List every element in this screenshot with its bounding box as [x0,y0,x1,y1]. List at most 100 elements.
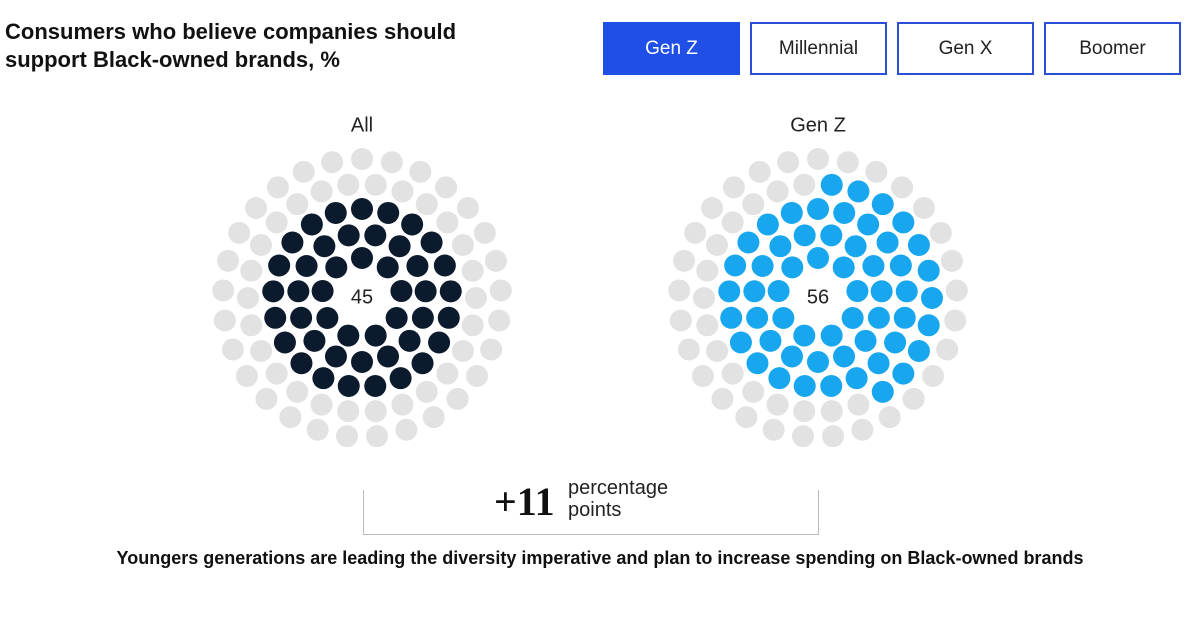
dot-empty [466,365,489,388]
dot-filled [337,224,360,247]
tab[interactable]: Millennial [750,22,887,75]
dot-filled [351,198,373,220]
dot-empty [480,338,503,361]
dot-filled [389,367,412,390]
dot-empty [415,193,438,216]
dot-empty [337,400,360,423]
dot-empty [213,309,236,332]
dot-filled [262,280,285,303]
dot-empty [279,406,302,429]
dot-filled [876,231,899,254]
dot-empty [684,221,707,244]
dot-filled [281,231,304,254]
dot-empty [891,176,914,199]
dot-empty [212,279,235,302]
dot-filled [351,247,373,269]
dot-empty [912,197,935,220]
dot-filled [756,213,779,236]
value-label: 45 [351,286,373,308]
dot-filled [337,375,360,398]
dot-empty [696,259,719,282]
dot-filled [854,329,877,352]
dot-filled [862,255,885,277]
dot-empty [240,259,263,282]
dot-filled [892,211,915,234]
dot-filled [820,173,843,196]
dot-filled [364,375,387,398]
dot-filled [892,362,915,385]
dot-empty [446,387,469,410]
dot-filled [743,280,766,303]
dot-filled [871,380,894,403]
dot-filled [268,254,291,277]
dot-filled [290,352,313,375]
dot-filled [751,255,774,277]
dot-filled [832,256,855,279]
dot-empty [484,249,507,272]
value-label: 56 [807,286,829,308]
dot-empty [245,197,268,220]
dot-filled [433,254,456,277]
dot-empty [721,362,744,385]
dot-filled [768,367,791,390]
dot-empty [793,173,816,196]
dot-empty [422,406,445,429]
dot-empty [735,406,758,429]
dot-filled [767,280,790,303]
tab[interactable]: Boomer [1044,22,1181,75]
dot-empty [286,380,309,403]
dot-empty [847,393,870,416]
dot-empty [351,148,373,170]
dot-filled [781,256,804,279]
dot-empty [461,259,484,282]
dot-empty [791,425,814,448]
dot-filled [807,198,829,220]
dot-empty [822,425,845,448]
dot-empty [221,338,244,361]
dot-filled [324,201,347,224]
dot-empty [902,387,925,410]
dot-filled [857,213,880,236]
dot-filled [820,224,843,247]
dot-filled [780,201,803,224]
dot-filled [769,235,792,258]
dot-empty [461,314,484,337]
dot-empty [836,151,859,174]
dot-empty [266,176,289,199]
chart-title: All [351,114,373,136]
dot-filled [793,324,816,347]
dot-filled [746,352,769,375]
dot-filled [313,235,336,258]
dot-filled [273,331,296,354]
dot-empty [391,393,414,416]
dot-empty [250,234,273,257]
dot-filled [311,280,334,303]
dot-filled [324,345,347,368]
dot-filled [720,306,743,329]
chart-title: Gen Z [790,114,846,136]
dot-filled [406,255,429,277]
dot-filled [907,339,930,362]
dot-empty [335,425,358,448]
dot-filled [833,201,856,224]
dot-empty [711,387,734,410]
dot-filled [439,280,462,303]
dot-empty [364,173,387,196]
dot-empty [391,180,414,203]
dot-empty [228,221,251,244]
dot-empty [286,193,309,216]
dot-empty [310,393,333,416]
dot-filled [325,256,348,279]
tab[interactable]: Gen X [897,22,1034,75]
difference-value: +11 [494,479,555,524]
dot-empty [456,197,479,220]
dot-empty [721,211,744,234]
dot-empty [240,314,263,337]
dot-filled [437,306,460,329]
tab[interactable]: Gen Z [603,22,740,75]
dot-empty [415,380,438,403]
dot-filled [385,307,408,329]
dot-filled [759,329,782,352]
dot-filled [893,306,916,329]
